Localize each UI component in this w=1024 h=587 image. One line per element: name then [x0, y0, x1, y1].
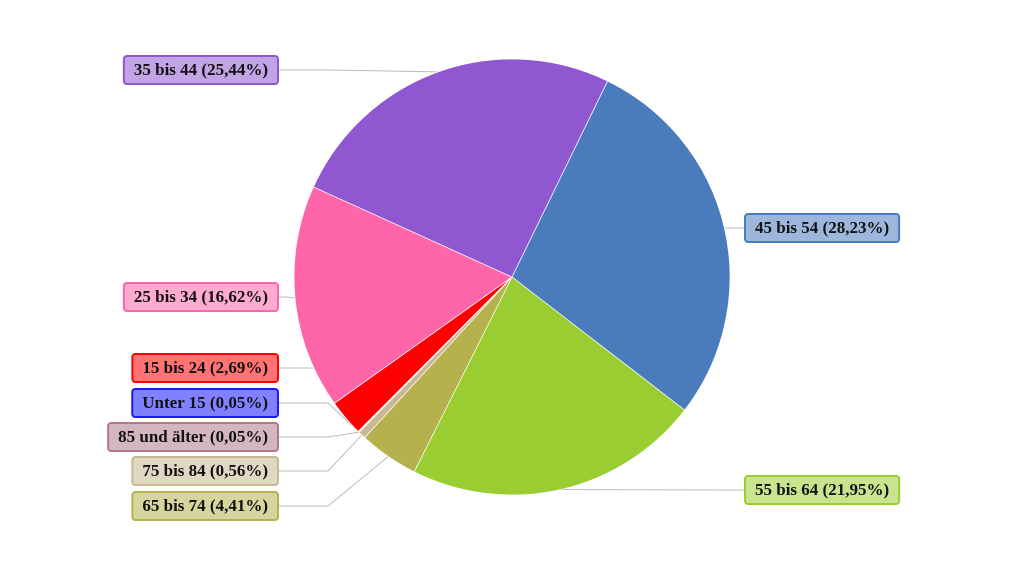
- label-text: 35 bis 44 (25,44%): [134, 60, 268, 79]
- label-box: [122, 282, 279, 312]
- pie-slice: [511, 80, 731, 411]
- label-text: 15 bis 24 (2,69%): [142, 358, 268, 377]
- label-text: 75 bis 84 (0,56%): [142, 461, 268, 480]
- data-label: 85 und älter (0,05%): [107, 422, 279, 452]
- pie-slice: [313, 58, 609, 278]
- label-box: [107, 422, 279, 452]
- data-label: 25 bis 34 (16,62%): [122, 282, 279, 312]
- data-label: 15 bis 24 (2,69%): [131, 353, 279, 383]
- label-text: 65 bis 74 (4,41%): [142, 496, 268, 515]
- label-box: [131, 456, 279, 486]
- leader-line: [278, 434, 363, 472]
- label-text: 85 und älter (0,05%): [118, 427, 268, 446]
- leader-line: [278, 296, 296, 299]
- label-text: Unter 15 (0,05%): [142, 393, 268, 412]
- data-label: 35 bis 44 (25,44%): [122, 55, 279, 85]
- leader-line: [278, 402, 359, 433]
- label-box: [744, 475, 901, 505]
- label-text: 45 bis 54 (28,23%): [755, 218, 889, 237]
- leader-line: [278, 431, 359, 438]
- data-label: 75 bis 84 (0,56%): [131, 456, 279, 486]
- label-box: [131, 491, 279, 521]
- data-label: 45 bis 54 (28,23%): [744, 213, 901, 243]
- label-box: [122, 55, 279, 85]
- label-text: 25 bis 34 (16,62%): [134, 287, 268, 306]
- leader-line: [723, 226, 745, 229]
- label-box: [744, 213, 901, 243]
- data-label: 65 bis 74 (4,41%): [131, 491, 279, 521]
- leader-line: [278, 69, 439, 73]
- data-label: 55 bis 64 (21,95%): [744, 475, 901, 505]
- label-box: [131, 353, 279, 383]
- label-text: 55 bis 64 (21,95%): [755, 480, 889, 499]
- data-label: Unter 15 (0,05%): [131, 388, 279, 418]
- label-box: [131, 388, 279, 418]
- pie-slice: [413, 276, 686, 496]
- leader-line: [278, 456, 389, 507]
- pie-slice: [293, 186, 513, 404]
